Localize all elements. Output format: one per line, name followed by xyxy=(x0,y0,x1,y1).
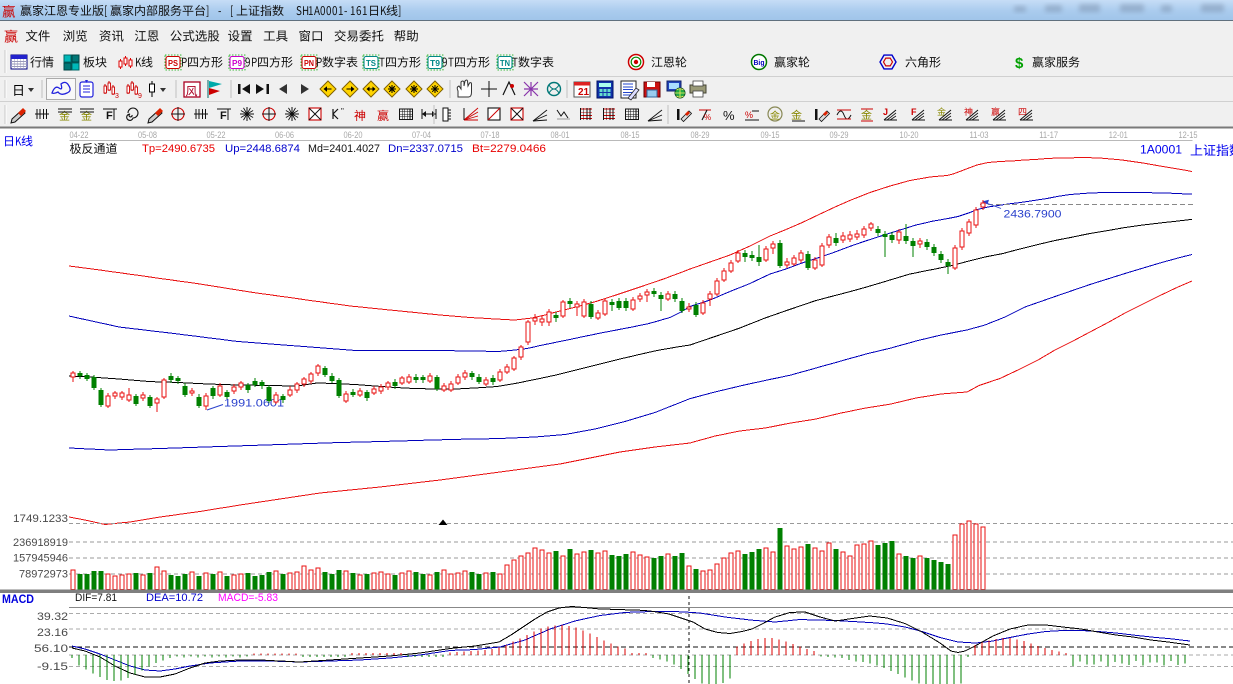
svg-text:$: $ xyxy=(1015,55,1024,72)
svg-text:08-29: 08-29 xyxy=(691,130,710,140)
svg-text:F: F xyxy=(911,107,917,117)
svg-text:07-04: 07-04 xyxy=(412,130,431,140)
svg-text:39.32: 39.32 xyxy=(37,611,68,623)
svg-text:10-20: 10-20 xyxy=(900,130,919,140)
svg-text:MACD=-5.83: MACD=-5.83 xyxy=(218,592,278,604)
svg-text:Tp=2490.6735: Tp=2490.6735 xyxy=(142,143,215,155)
svg-text:F: F xyxy=(106,110,113,122)
svg-text:-9.15: -9.15 xyxy=(37,661,68,673)
svg-text:09-15: 09-15 xyxy=(761,130,780,140)
svg-text:23.16: 23.16 xyxy=(37,627,68,639)
svg-text:%: % xyxy=(745,110,753,120)
svg-text:05-08: 05-08 xyxy=(138,130,157,140)
svg-text:PN: PN xyxy=(304,59,314,68)
svg-text:9: 9 xyxy=(138,93,142,100)
svg-text:04-22: 04-22 xyxy=(70,130,89,140)
svg-text:TN: TN xyxy=(500,59,510,68)
svg-text:Bt=2279.0466: Bt=2279.0466 xyxy=(472,143,546,155)
svg-text:DIF=7.81: DIF=7.81 xyxy=(75,592,117,604)
svg-text:56.10: 56.10 xyxy=(34,643,68,655)
svg-text:78972973: 78972973 xyxy=(19,569,68,581)
svg-text:08-15: 08-15 xyxy=(621,130,640,140)
svg-text:Big: Big xyxy=(754,58,765,67)
svg-text:09-29: 09-29 xyxy=(830,130,849,140)
svg-text:12-15: 12-15 xyxy=(1179,130,1198,140)
svg-text:T9: T9 xyxy=(430,59,441,68)
svg-text:1749.1233: 1749.1233 xyxy=(13,513,68,525)
svg-text:08-01: 08-01 xyxy=(551,130,570,140)
svg-text:J: J xyxy=(883,107,888,117)
svg-text:06-06: 06-06 xyxy=(275,130,294,140)
svg-text:PS: PS xyxy=(168,59,179,68)
svg-text:TS: TS xyxy=(366,59,377,68)
svg-text:1A0001: 1A0001 xyxy=(1140,143,1182,157)
svg-text:": " xyxy=(341,107,344,116)
svg-text:%: % xyxy=(723,108,735,123)
svg-text:3: 3 xyxy=(115,93,119,100)
svg-text:F: F xyxy=(220,110,227,122)
svg-text:05-22: 05-22 xyxy=(207,130,226,140)
svg-text:2436.7900: 2436.7900 xyxy=(1004,209,1062,221)
svg-text:Dn=2337.0715: Dn=2337.0715 xyxy=(388,143,463,155)
svg-text:12-01: 12-01 xyxy=(1109,130,1128,140)
svg-text:Md=2401.4027: Md=2401.4027 xyxy=(308,143,380,155)
svg-text:MACD: MACD xyxy=(2,592,34,606)
svg-text:236918919: 236918919 xyxy=(13,537,68,549)
svg-text:11-17: 11-17 xyxy=(1039,130,1058,140)
svg-text:%: % xyxy=(704,113,711,122)
svg-text:07-18: 07-18 xyxy=(481,130,500,140)
svg-text:06-20: 06-20 xyxy=(344,130,363,140)
svg-text:21: 21 xyxy=(578,87,590,98)
svg-text:Up=2448.6874: Up=2448.6874 xyxy=(225,143,300,155)
svg-text:P9: P9 xyxy=(232,59,243,68)
svg-text:DEA=10.72: DEA=10.72 xyxy=(146,592,203,604)
svg-text:157945946: 157945946 xyxy=(13,553,68,565)
svg-text:11-03: 11-03 xyxy=(970,130,989,140)
